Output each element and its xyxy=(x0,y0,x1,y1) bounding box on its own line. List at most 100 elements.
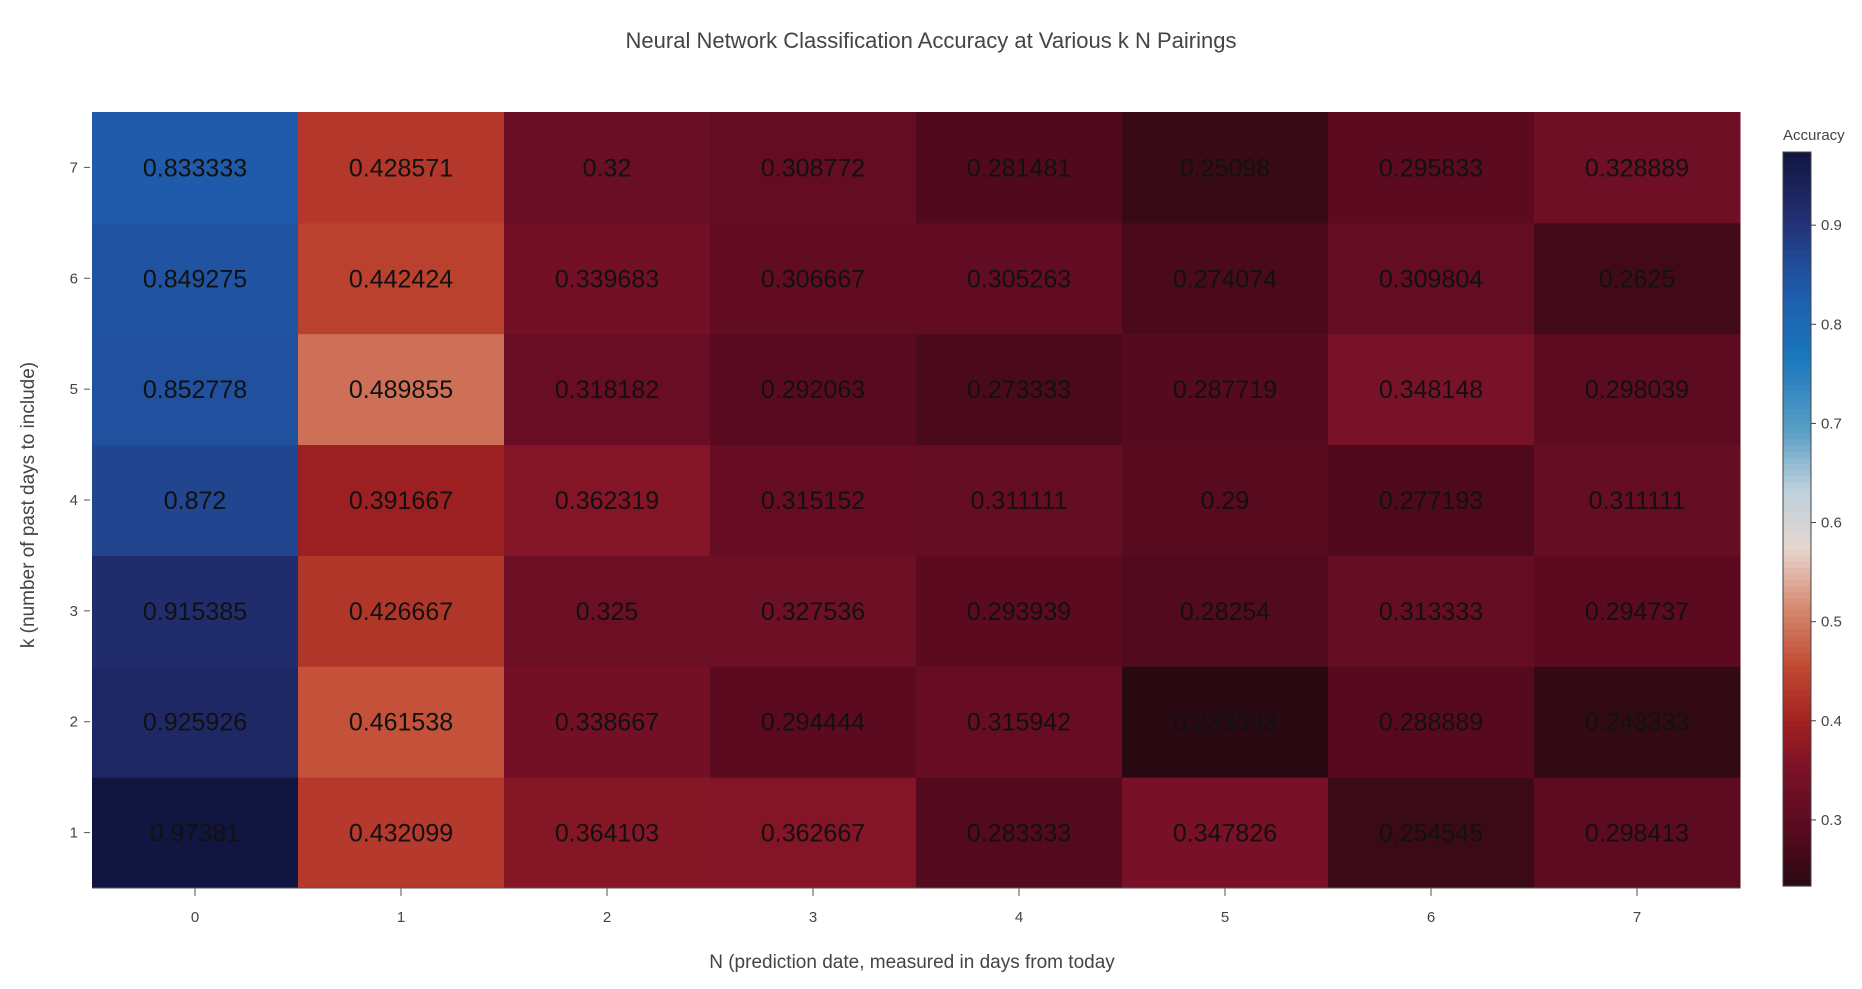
colorbar-segment xyxy=(1783,482,1811,490)
cell-value-label: 0.281481 xyxy=(967,154,1071,182)
colorbar-segment xyxy=(1783,451,1811,459)
colorbar-tick-label: 0.4 xyxy=(1821,713,1842,730)
heatmap-cell xyxy=(1534,666,1741,778)
cell-value-label: 0.428571 xyxy=(349,154,453,182)
colorbar-segment xyxy=(1783,561,1811,569)
colorbar-segment xyxy=(1783,311,1811,318)
colorbar-segment xyxy=(1783,622,1811,630)
colorbar-segment xyxy=(1783,806,1811,814)
heatmap-cell xyxy=(504,112,711,224)
colorbar-segment xyxy=(1783,549,1811,557)
cell-value-label: 0.432099 xyxy=(349,820,453,848)
colorbar-segment xyxy=(1783,463,1811,471)
colorbar-segment xyxy=(1783,751,1811,759)
cell-value-label: 0.298413 xyxy=(1585,820,1689,848)
colorbar-segment xyxy=(1783,176,1811,184)
colorbar-segment xyxy=(1783,268,1811,275)
colorbar-segment xyxy=(1783,274,1811,282)
cell-value-label: 0.327536 xyxy=(761,598,865,626)
cell-value-label: 0.318182 xyxy=(555,376,659,404)
heatmap-cell xyxy=(504,777,711,889)
colorbar-frame xyxy=(1782,151,1812,887)
heatmap-cell xyxy=(1328,444,1535,556)
cell-value-label: 0.309804 xyxy=(1379,265,1483,293)
heatmap-cell xyxy=(1534,112,1741,224)
colorbar-segment xyxy=(1783,519,1811,526)
colorbar-segment xyxy=(1783,818,1811,826)
heatmap-cell xyxy=(710,222,917,335)
colorbar-segment xyxy=(1783,684,1811,691)
heatmap-cell xyxy=(1122,222,1329,335)
colorbar-segment xyxy=(1783,867,1811,875)
colorbar-segment xyxy=(1783,512,1811,520)
colorbar-segment xyxy=(1783,384,1811,392)
colorbar-segment xyxy=(1783,837,1811,844)
colorbar-segment xyxy=(1783,873,1811,881)
x-tick-label: 1 xyxy=(397,909,405,926)
colorbar-segment xyxy=(1783,720,1811,728)
heatmap-cell xyxy=(504,222,711,335)
heatmap-cell xyxy=(298,222,505,335)
cell-value-label: 0.315152 xyxy=(761,487,865,515)
heatmap-cell xyxy=(1534,222,1741,335)
cell-value-label: 0.294444 xyxy=(761,709,865,737)
colorbar-segment xyxy=(1783,574,1811,581)
heatmap-cell xyxy=(710,555,917,667)
colorbar-segment xyxy=(1783,708,1811,716)
cell-value-label: 0.461538 xyxy=(349,709,453,737)
colorbar-segment xyxy=(1783,470,1811,477)
colorbar-segment xyxy=(1783,665,1811,673)
colorbar-segment xyxy=(1783,353,1811,361)
heatmap-cell xyxy=(92,444,299,556)
y-tick-label: 1 xyxy=(70,825,78,842)
x-axis-title: N (prediction date, measured in days fro… xyxy=(709,952,1115,973)
cell-value-label: 0.315942 xyxy=(967,709,1071,737)
colorbar-segment xyxy=(1783,647,1811,655)
colorbar-segment xyxy=(1783,843,1811,850)
y-tick-label: 5 xyxy=(70,381,78,398)
colorbar-segment xyxy=(1783,286,1811,294)
heatmap-cell xyxy=(710,666,917,778)
colorbar-segment xyxy=(1783,641,1811,649)
colorbar-segment xyxy=(1783,476,1811,483)
heatmap-cell xyxy=(1328,112,1535,224)
colorbar-segment xyxy=(1783,629,1811,636)
colorbar-segment xyxy=(1783,794,1811,801)
colorbar-title: Accuracy xyxy=(1783,127,1845,144)
colorbar-segment xyxy=(1783,653,1811,661)
heatmap-cell xyxy=(92,666,299,778)
colorbar-segment xyxy=(1783,317,1811,324)
colorbar-segment xyxy=(1783,255,1811,263)
colorbar-tick-label: 0.5 xyxy=(1821,614,1842,631)
colorbar-segment xyxy=(1783,696,1811,704)
colorbar-segment xyxy=(1783,262,1811,269)
heatmap-cell xyxy=(916,222,1123,335)
y-tick-label: 7 xyxy=(70,159,78,176)
colorbar-segment xyxy=(1783,396,1811,404)
heatmap-cell xyxy=(298,333,505,446)
colorbar-segment xyxy=(1783,366,1811,373)
heatmap-cell xyxy=(1122,112,1329,224)
colorbar-segment xyxy=(1783,225,1811,233)
cell-value-label: 0.287719 xyxy=(1173,376,1277,404)
heatmap-cell xyxy=(298,555,505,667)
colorbar-segment xyxy=(1783,506,1811,514)
colorbar-segment xyxy=(1783,237,1811,245)
colorbar-segment xyxy=(1783,525,1811,532)
cell-value-label: 0.283333 xyxy=(967,820,1071,848)
cell-value-label: 0.347826 xyxy=(1173,820,1277,848)
heatmap-cell xyxy=(504,444,711,556)
cell-value-label: 0.25098 xyxy=(1180,154,1270,182)
cell-value-label: 0.254545 xyxy=(1379,820,1483,848)
colorbar-segment xyxy=(1783,714,1811,722)
cell-value-label: 0.308772 xyxy=(761,154,865,182)
colorbar-segment xyxy=(1783,763,1811,771)
y-tick-label: 6 xyxy=(70,270,78,287)
colorbar-segment xyxy=(1783,800,1811,808)
cell-value-label: 0.97381 xyxy=(150,820,240,848)
cell-value-label: 0.849275 xyxy=(143,265,247,293)
colorbar-segment xyxy=(1783,439,1811,447)
cell-value-label: 0.233333 xyxy=(1173,709,1277,737)
heatmap-cell xyxy=(1122,555,1329,667)
colorbar-segment xyxy=(1783,812,1811,820)
